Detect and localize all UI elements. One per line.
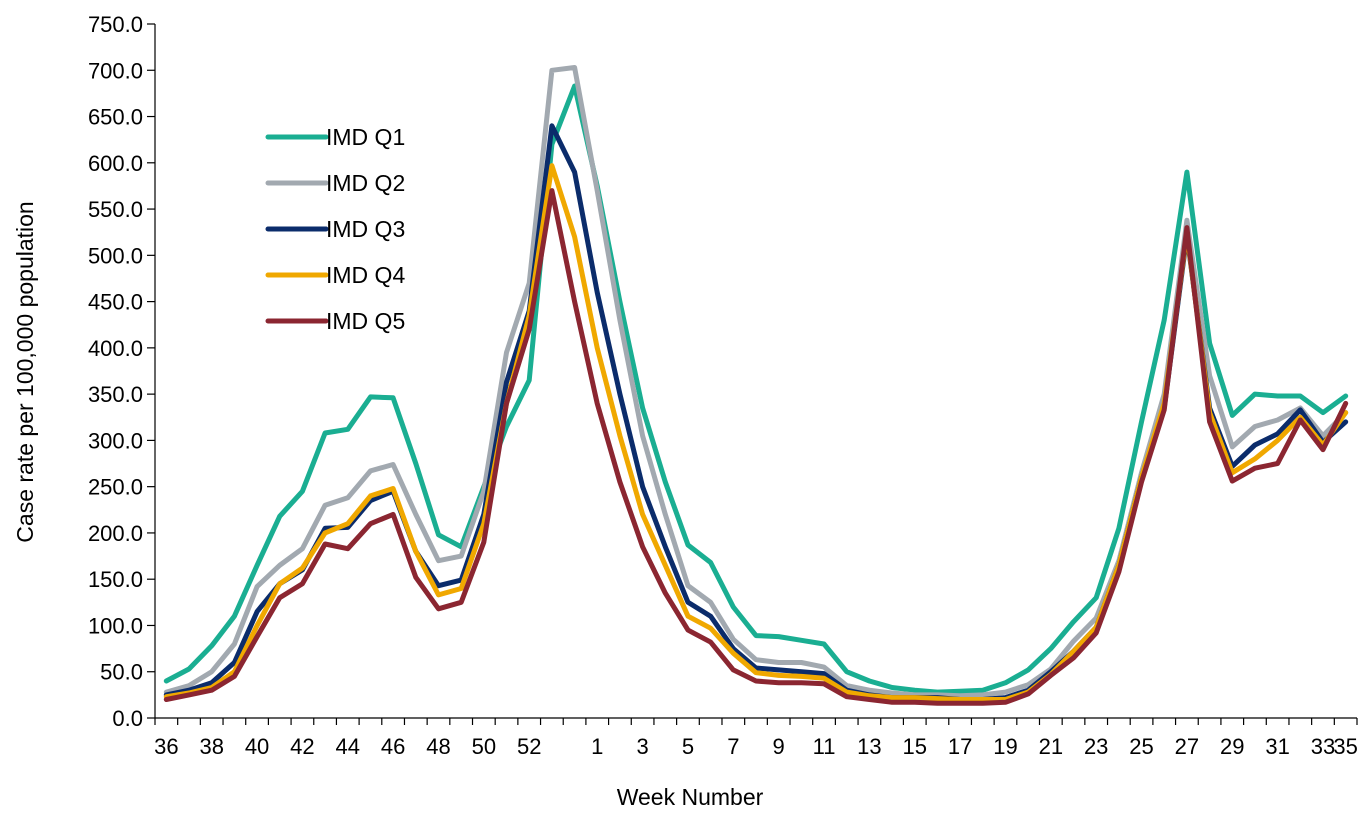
series-line-imd-q3 <box>163 123 1349 702</box>
x-tick-label: 44 <box>336 734 360 759</box>
x-axis: 36 38 40 42 44 46 48 50 52 1 3 5 7 9 11 13 15 17 19 21 23 25 2… <box>154 717 1358 759</box>
y-tick-label: 650.0 <box>88 105 143 130</box>
y-tick-label: 150.0 <box>88 567 143 592</box>
x-tick-label: 36 <box>154 734 178 759</box>
y-axis: 0.0 50.0 100.0 150.0 200.0 250.0 300.0 350.0 400… <box>88 12 156 731</box>
y-tick-label: 200.0 <box>88 521 143 546</box>
y-tick-label: 300.0 <box>88 428 143 453</box>
x-tick-label: 42 <box>290 734 314 759</box>
legend-label-imd-q4: IMD Q4 <box>326 262 405 288</box>
x-tick-label: 9 <box>773 734 785 759</box>
legend: IMD Q1 IMD Q2 IMD Q3 IMD Q4 IMD Q5 <box>265 124 405 334</box>
y-tick-label: 700.0 <box>88 58 143 83</box>
legend-label-imd-q1: IMD Q1 <box>326 124 405 150</box>
x-tick-label: 46 <box>381 734 405 759</box>
x-tick-label: 29 <box>1220 734 1244 759</box>
x-tick-label: 3 <box>636 734 648 759</box>
y-axis-title: Case rate per 100,000 population <box>12 201 38 542</box>
y-tick-label: 350.0 <box>88 382 143 407</box>
legend-label-imd-q2: IMD Q2 <box>326 170 405 196</box>
x-tick-label: 50 <box>472 734 496 759</box>
x-tick-label: 19 <box>993 734 1017 759</box>
legend-label-imd-q5: IMD Q5 <box>326 308 405 334</box>
y-tick-label: 600.0 <box>88 151 143 176</box>
series-line-imd-q1 <box>163 83 1349 695</box>
x-axis-title: Week Number <box>617 784 764 810</box>
y-tick-label: 550.0 <box>88 197 143 222</box>
x-tick-label: 11 <box>813 734 836 759</box>
x-tick-label: 27 <box>1175 734 1199 759</box>
x-tick-label: 15 <box>903 734 927 759</box>
y-tick-label: 400.0 <box>88 336 143 361</box>
x-tick-label: 5 <box>682 734 694 759</box>
y-tick-label: 100.0 <box>88 613 143 638</box>
series-line-imd-q5 <box>163 188 1349 706</box>
series-layer <box>163 65 1349 706</box>
y-tick-label: 500.0 <box>88 243 143 268</box>
x-tick-label: 1 <box>591 734 603 759</box>
x-tick-label: 48 <box>426 734 450 759</box>
x-tick-label: 25 <box>1129 734 1153 759</box>
y-tick-label: 750.0 <box>88 12 143 37</box>
y-tick-label: 0.0 <box>112 706 143 731</box>
x-tick-label: 21 <box>1039 734 1063 759</box>
x-tick-label: 33 <box>1311 734 1335 759</box>
x-tick-label: 23 <box>1084 734 1108 759</box>
x-tick-label: 35 <box>1333 734 1357 759</box>
x-tick-label: 38 <box>199 734 223 759</box>
x-tick-label: 52 <box>517 734 541 759</box>
x-tick-label: 31 <box>1265 734 1289 759</box>
y-tick-label: 250.0 <box>88 475 143 500</box>
x-tick-label: 7 <box>727 734 739 759</box>
y-tick-label: 450.0 <box>88 290 143 315</box>
x-tick-label: 13 <box>857 734 881 759</box>
legend-label-imd-q3: IMD Q3 <box>326 216 405 242</box>
y-tick-label: 50.0 <box>100 660 143 685</box>
x-tick-label: 17 <box>948 734 972 759</box>
x-tick-label: 40 <box>245 734 269 759</box>
